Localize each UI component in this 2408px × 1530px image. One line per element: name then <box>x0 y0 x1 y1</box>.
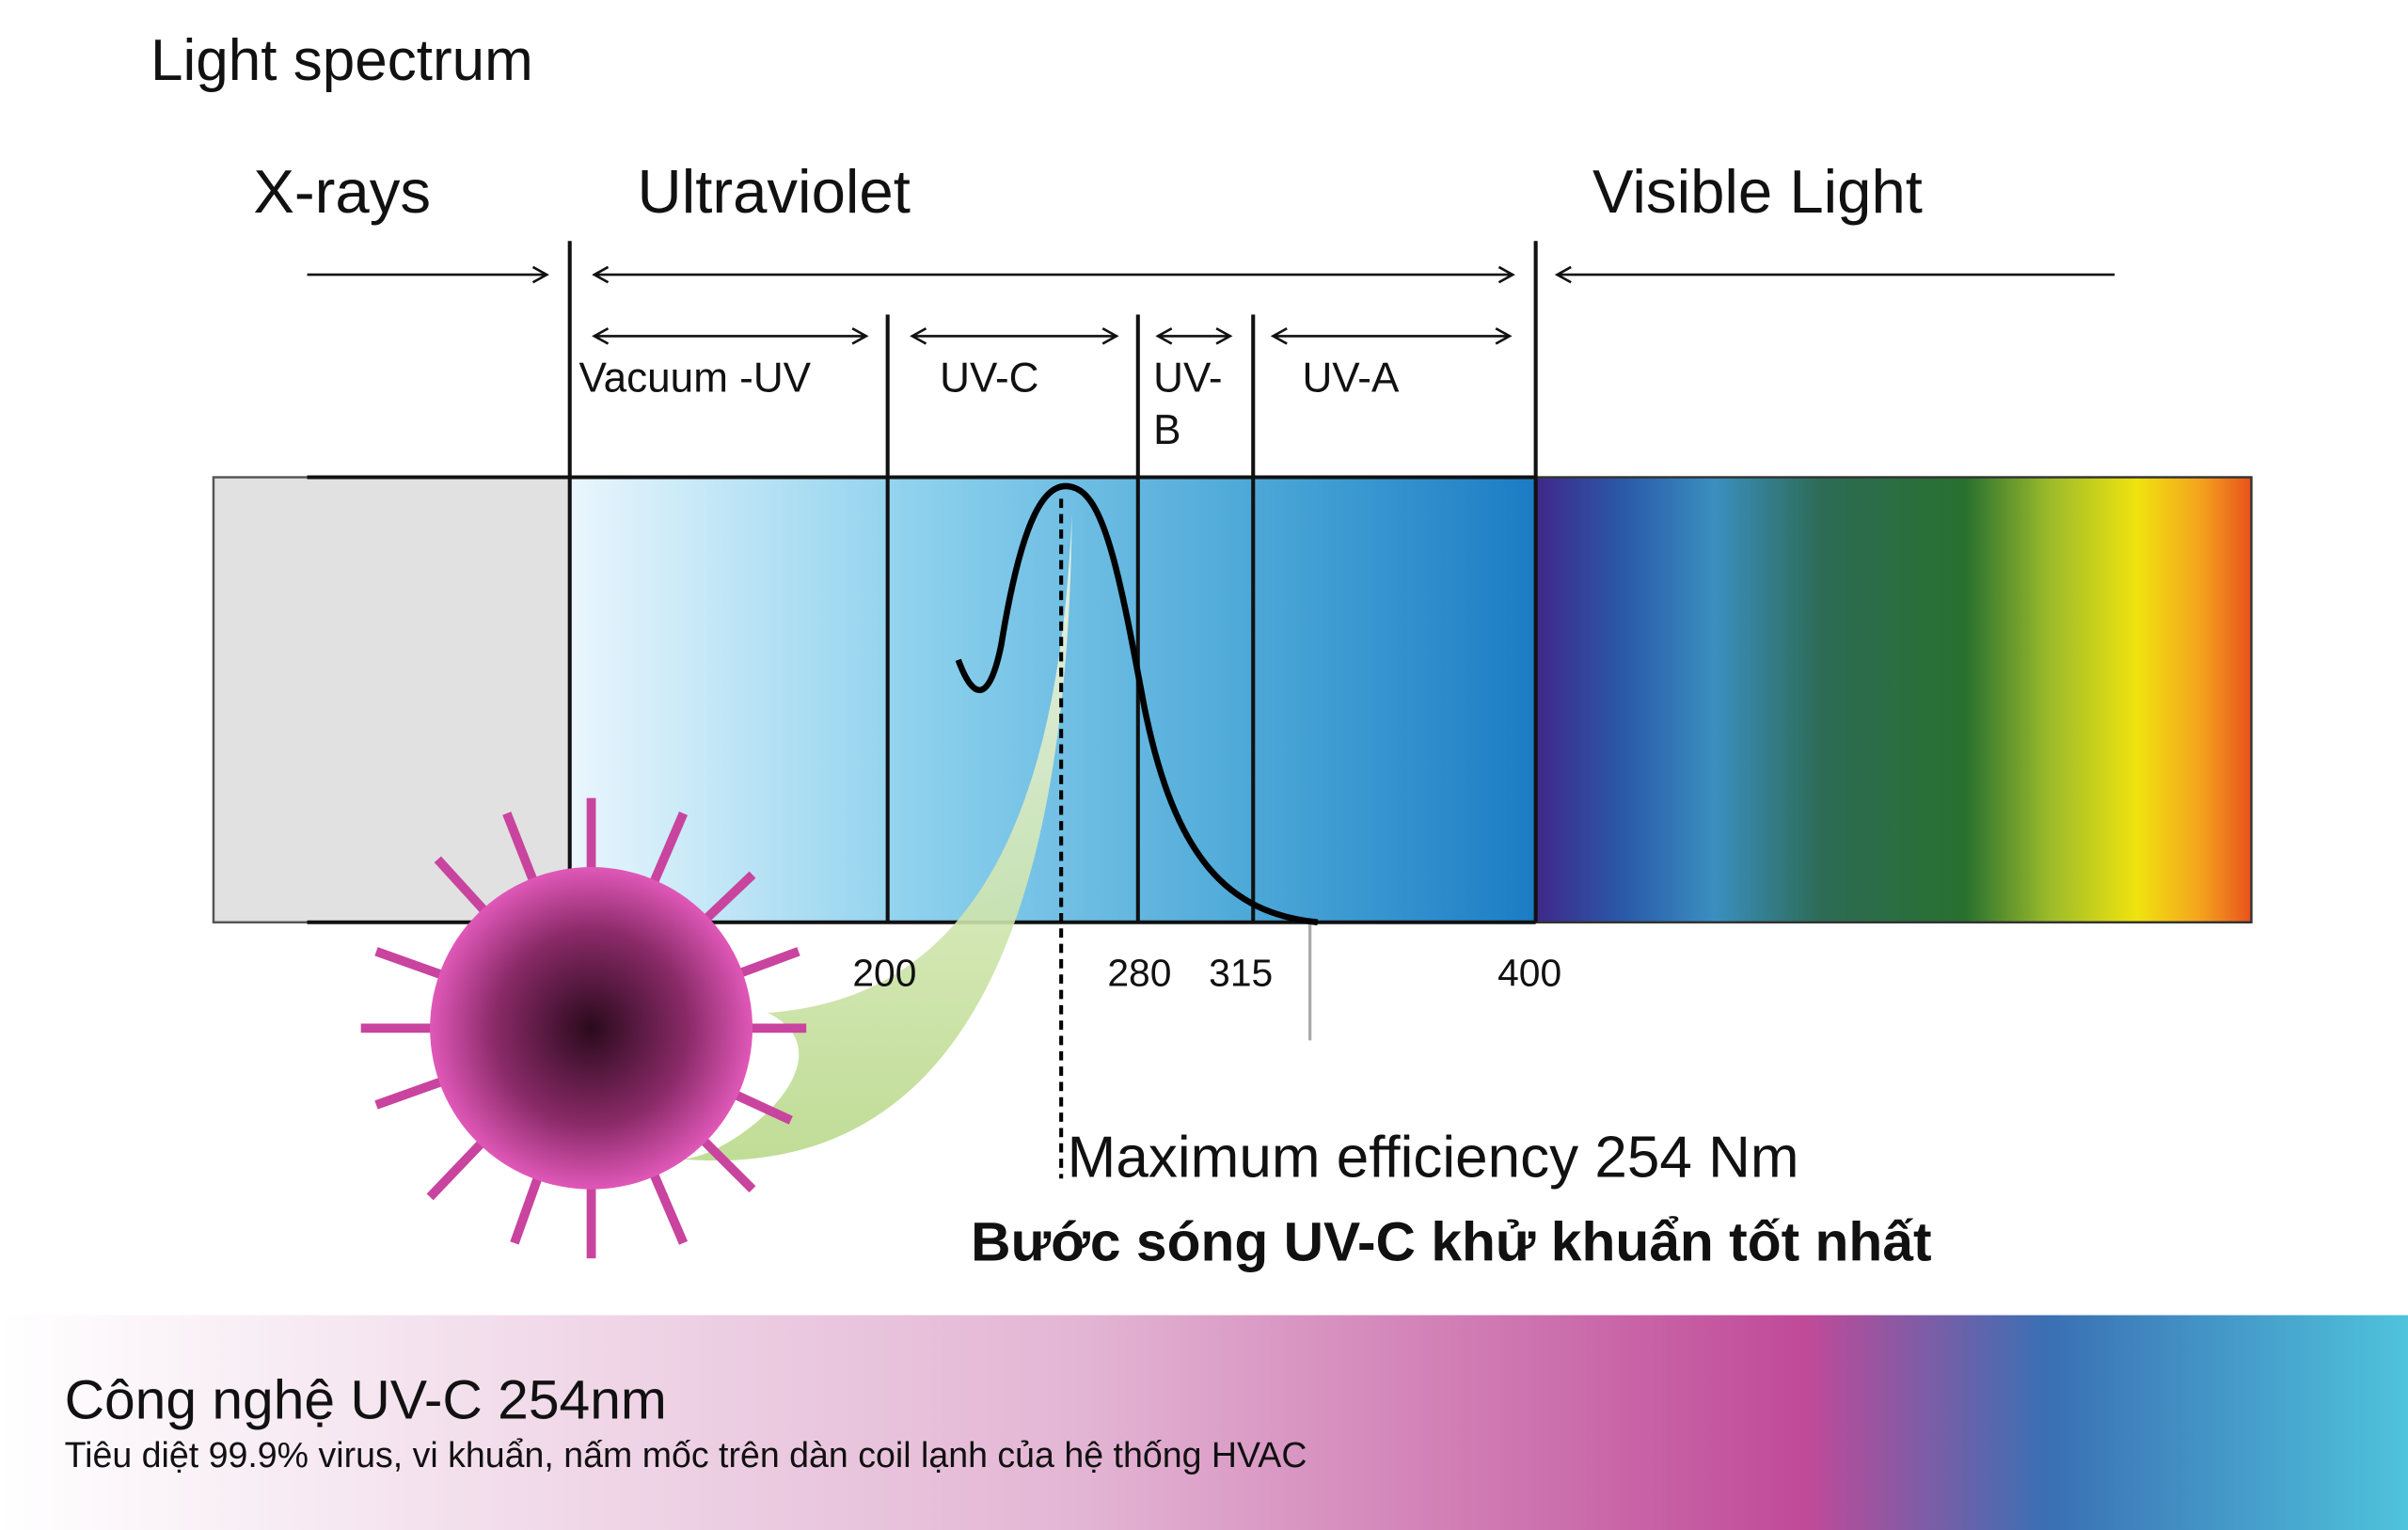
wavelength: 315 <box>1209 952 1273 995</box>
dividers <box>567 241 1538 1041</box>
band-label: UV-C <box>940 355 1038 401</box>
band-label: Vacuum -UV <box>579 355 812 401</box>
xray-band <box>212 476 571 923</box>
wavelength: 280 <box>1107 952 1171 995</box>
efficiency-curve <box>955 482 1319 926</box>
wavelength: 200 <box>852 952 916 995</box>
region-label: X-rays <box>253 157 431 226</box>
band-label: UV- <box>1153 355 1222 401</box>
region-label: Visible Light <box>1592 157 1923 226</box>
footer-title: Công nghệ UV-C 254nm <box>65 1370 667 1431</box>
headline: Bước sóng UV-C khử khuẩn tốt nhất <box>971 1212 1931 1273</box>
footer-band <box>0 1315 2408 1530</box>
annotation: Maximum efficiency 254 Nm <box>1068 1126 1799 1191</box>
band-label: UV-A <box>1302 355 1399 401</box>
title: Light spectrum <box>150 28 533 93</box>
wavelength-labels: 200 280 315 400 <box>852 952 1561 995</box>
visible-band <box>1534 476 2253 923</box>
beam <box>675 513 1072 1161</box>
virus <box>360 797 807 1259</box>
band-label: B <box>1153 407 1180 453</box>
footer-subtitle: Tiêu diệt 99.9% virus, vi khuẩn, nấm mốc… <box>65 1435 1307 1475</box>
region-label: Ultraviolet <box>638 157 911 226</box>
wavelength: 400 <box>1497 952 1561 995</box>
arrows <box>307 265 2115 345</box>
